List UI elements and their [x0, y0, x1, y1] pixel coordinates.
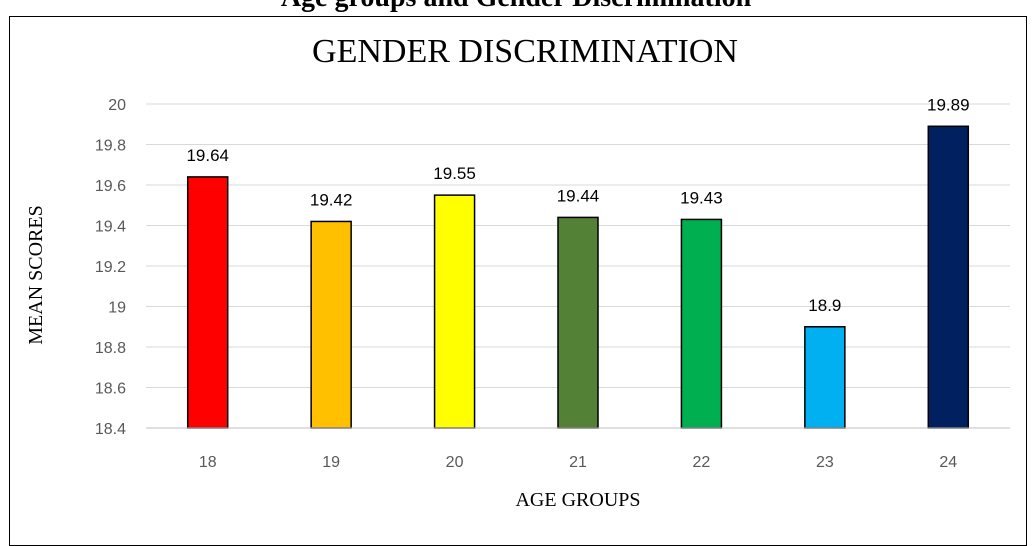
y-tick-label: 20: [108, 97, 126, 114]
bar-24: [927, 125, 970, 429]
y-axis-title: MEAN SCORES: [25, 205, 47, 344]
y-tick-label: 19.4: [95, 219, 126, 236]
x-tick-label-20: 20: [446, 454, 464, 471]
bars: [186, 125, 970, 429]
bar-19: [310, 220, 352, 429]
y-tick-label: 18.4: [95, 421, 126, 438]
y-tick-label: 19: [108, 300, 126, 317]
data-label-18: 19.64: [186, 146, 229, 165]
x-tick-label-22: 22: [693, 454, 711, 471]
bar-18: [186, 176, 229, 429]
y-tick-label: 19.8: [95, 138, 126, 155]
bar-21: [557, 216, 599, 429]
bar-23: [804, 326, 846, 429]
x-tick-label-23: 23: [816, 454, 834, 471]
y-axis-ticks: 18.4 18.6 18.8 19 19.2 19.4 19.6 19.8 20: [95, 97, 126, 438]
data-label-20: 19.55: [433, 164, 476, 183]
y-tick-label: 19.2: [95, 259, 126, 276]
bar-20: [433, 194, 476, 429]
data-label-24: 19.89: [927, 95, 970, 114]
data-labels: 19.64 19.42 19.55 19.44 19.43 18.9 19.89: [186, 95, 969, 314]
data-label-19: 19.42: [310, 190, 353, 209]
data-label-22: 19.43: [680, 188, 723, 207]
y-tick-label: 19.6: [95, 178, 126, 195]
y-tick-label: 18.8: [95, 340, 126, 357]
data-label-23: 18.9: [808, 296, 841, 315]
page-heading: Age groups and Gender Discrimination: [0, 0, 1032, 14]
x-tick-label-21: 21: [569, 454, 587, 471]
x-tick-label-24: 24: [939, 454, 957, 471]
chart-title: GENDER DISCRIMINATION: [312, 33, 738, 70]
data-label-21: 19.44: [557, 186, 600, 205]
x-tick-label-19: 19: [322, 454, 340, 471]
x-tick-label-18: 18: [199, 454, 217, 471]
x-axis-title: AGE GROUPS: [515, 489, 640, 511]
y-tick-label: 18.6: [95, 381, 126, 398]
bar-22: [680, 218, 723, 429]
x-axis-ticks: 18 19 20 21 22 23 24: [199, 454, 957, 471]
